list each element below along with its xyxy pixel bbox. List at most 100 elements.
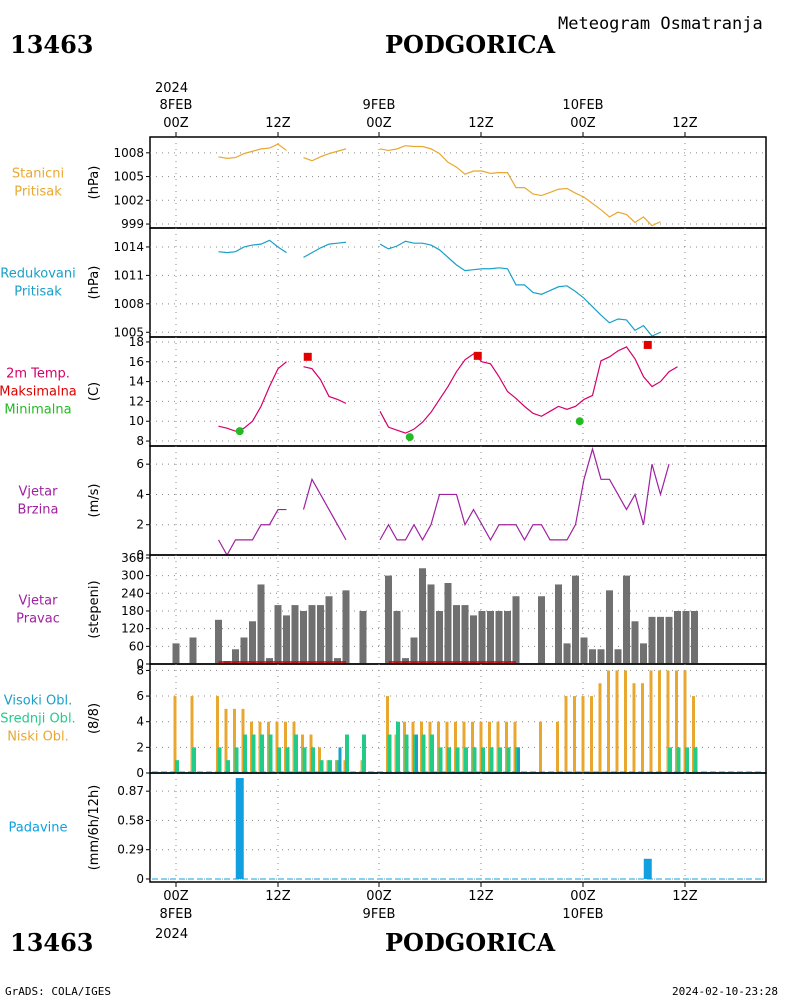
wind-dir-bar: [172, 643, 180, 664]
ytick-label: 180: [121, 604, 144, 618]
footer-left: GrADS: COLA/IGES: [5, 985, 111, 998]
low-cloud-bar: [641, 683, 644, 773]
mid-cloud-bar: [319, 760, 324, 773]
wind-dir-bar: [334, 658, 341, 664]
bottom-tick-label: 12Z: [672, 889, 698, 904]
low-cloud-bar: [275, 721, 279, 773]
ytick-label: 240: [121, 586, 144, 600]
mid-cloud-bar: [481, 747, 485, 773]
series-line: [303, 241, 347, 258]
ytick-label: 120: [121, 622, 144, 636]
wind-dir-bar: [606, 590, 613, 664]
panel-label: 2m Temp.: [6, 367, 70, 382]
ytick-label: 12: [129, 394, 144, 408]
top-tick-label: 12Z: [265, 116, 291, 131]
bottom-tick-label: 12Z: [265, 889, 291, 904]
wind-dir-bar: [359, 610, 367, 664]
panel-label: Vjetar: [19, 485, 59, 500]
ytick-label: 300: [121, 569, 144, 583]
mid-cloud-bar: [294, 734, 298, 773]
max-temp-marker: [643, 340, 652, 349]
mid-cloud-bar: [387, 734, 392, 773]
station-name-bottom: PODGORICA: [385, 928, 556, 957]
mid-cloud-bar: [447, 747, 451, 773]
mid-cloud-bar: [234, 747, 239, 773]
panel-label: Brzina: [18, 503, 59, 518]
panel-label: Pritisak: [14, 185, 62, 200]
mid-cloud-bar: [430, 734, 434, 773]
ytick-label: 6: [136, 689, 144, 703]
bottom-tick-label: 12Z: [468, 889, 494, 904]
subtitle: Meteogram Osmatranja: [558, 14, 763, 34]
mid-cloud-bar: [421, 734, 426, 773]
wind-dir-bar: [657, 616, 664, 664]
station-name-top: PODGORICA: [385, 30, 556, 59]
low-cloud-bar: [173, 696, 177, 773]
low-cloud-bar: [488, 721, 491, 773]
wind-dir-bar: [308, 605, 316, 664]
ytick-label: 360: [121, 551, 144, 565]
bottom-tick-label: 00Z: [570, 889, 596, 904]
top-day-label: 8FEB: [160, 98, 193, 113]
wind-dir-bar: [648, 616, 656, 664]
wind-dir-bar: [266, 658, 273, 664]
mid-cloud-bar: [455, 747, 460, 773]
low-cloud-bar: [505, 721, 508, 773]
ytick-label: 14: [129, 375, 144, 389]
panel-pressure: [146, 136, 767, 229]
panel-label: Niski Obl.: [7, 730, 69, 745]
wind-dir-bar: [291, 605, 299, 664]
max-temp-marker: [303, 352, 312, 361]
mid-cloud-bar: [328, 760, 332, 773]
ytick-label: 16: [129, 355, 144, 369]
ytick-label: 1002: [113, 193, 144, 207]
top-tick-label: 00Z: [163, 116, 189, 131]
wind-dir-bar: [580, 637, 588, 664]
ytick-label: 4: [136, 487, 144, 501]
wind-dir-bar: [444, 582, 452, 664]
top-year-label: 2024: [155, 81, 188, 96]
low-cloud-bar: [539, 721, 542, 773]
mid-cloud-bar: [685, 747, 689, 773]
panel-label: Minimalna: [4, 403, 71, 418]
wind-dir-bar: [393, 610, 401, 664]
wind-dir-bar: [453, 605, 460, 664]
ytick-label: 2: [136, 518, 144, 532]
panel-frame: [149, 136, 767, 229]
axis-unit-label: (hPa): [87, 166, 102, 200]
low-cloud-bar: [496, 721, 500, 773]
panel-label: Redukovani: [0, 267, 75, 282]
wind-dir-bar: [555, 584, 562, 664]
panel-wind_speed: [146, 445, 767, 557]
ytick-label: 6: [136, 457, 144, 471]
low-cloud-bar: [233, 708, 236, 773]
ytick-label: 8: [136, 663, 144, 677]
ytick-label: 1008: [113, 146, 144, 160]
bottom-year-label: 2024: [155, 927, 188, 942]
low-cloud-bar: [573, 696, 576, 773]
footer-right: 2024-02-10-23:28: [672, 985, 778, 998]
top-tick-label: 00Z: [366, 116, 392, 131]
wind-dir-bar: [274, 605, 282, 664]
precip-bar: [643, 858, 652, 879]
series-line: [379, 446, 670, 542]
low-cloud-bar: [598, 683, 602, 773]
mid-cloud-bar: [302, 747, 307, 773]
ytick-label: 0.29: [117, 843, 144, 857]
mid-cloud-bar: [260, 734, 264, 773]
ytick-label: 2: [136, 740, 144, 754]
precip-bar: [235, 778, 244, 879]
ytick-label: 1014: [113, 240, 144, 254]
high-cloud-bar: [415, 734, 418, 773]
wind-dir-bar: [325, 596, 333, 664]
wind-dir-bar: [487, 610, 494, 664]
mid-cloud-bar: [345, 734, 349, 773]
axis-unit-label: (C): [87, 382, 102, 401]
station-id-top: 13463: [10, 30, 94, 59]
ytick-label: 999: [121, 217, 144, 231]
mid-cloud-bar: [489, 747, 494, 773]
temp-line: [218, 361, 287, 432]
panel-label: Pravac: [16, 612, 60, 627]
ytick-label: 0: [136, 872, 144, 886]
mid-cloud-bar: [464, 747, 468, 773]
